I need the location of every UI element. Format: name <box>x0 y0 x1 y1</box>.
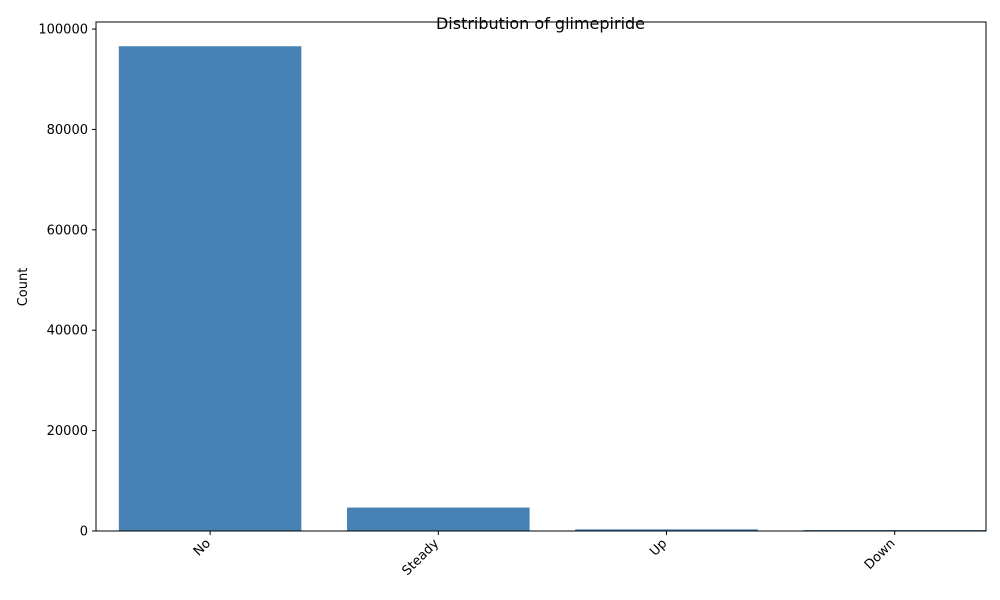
chart-title: Distribution of glimepiride <box>436 14 645 33</box>
y-tick-label: 80000 <box>47 123 88 138</box>
x-axis: No Steady Up Down <box>191 531 899 579</box>
bar-no <box>118 46 302 532</box>
y-tick-label: 100000 <box>38 23 88 38</box>
x-tick-label: Down <box>862 536 899 573</box>
plot-frame <box>95 21 987 532</box>
y-tick-label: 20000 <box>47 424 88 439</box>
bar-up <box>575 529 758 531</box>
y-tick-label: 40000 <box>47 324 88 339</box>
bar-steady <box>347 507 530 531</box>
y-tick-label: 0 <box>80 525 88 540</box>
x-tick-label: Steady <box>400 536 443 579</box>
x-tick-label: Up <box>647 536 670 559</box>
y-axis: 0 20000 40000 60000 80000 100000 <box>38 23 96 540</box>
bars <box>118 46 986 532</box>
x-tick-label: No <box>191 536 214 559</box>
y-tick-label: 60000 <box>47 223 88 238</box>
y-axis-label: Count <box>16 268 31 307</box>
